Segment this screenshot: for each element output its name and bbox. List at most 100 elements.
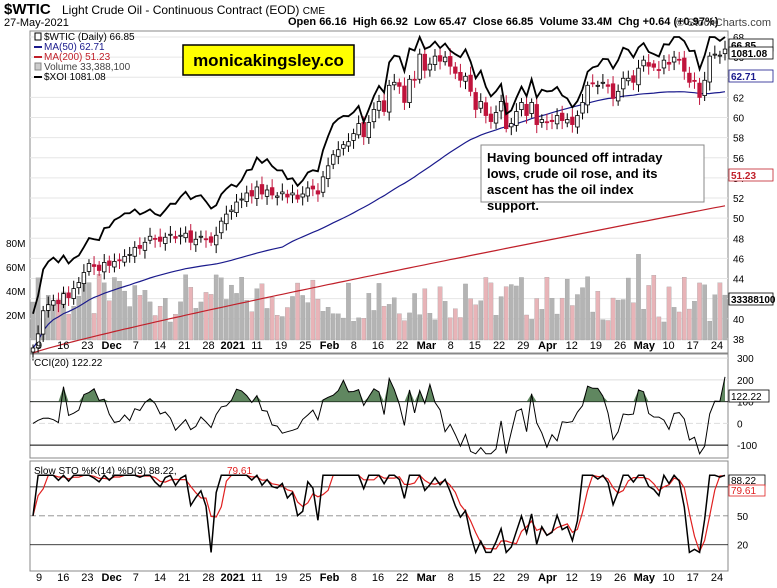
volume-bar — [417, 314, 422, 341]
x-axis-label: 11 — [251, 572, 262, 584]
candle-body — [621, 77, 626, 90]
x-axis-label: 10 — [662, 572, 674, 584]
ohlc-stats: Open 66.16 High 66.92 Low 65.47 Close 66… — [288, 16, 718, 28]
volume-bar — [391, 297, 397, 341]
volume-bar — [234, 293, 239, 341]
candle-body — [300, 193, 305, 198]
price-tag-box — [728, 46, 774, 60]
volume-bar — [244, 300, 249, 341]
x-axis-label: Mar — [417, 572, 437, 584]
cci-tick-label: 100 — [737, 398, 754, 409]
x-axis-label: 28 — [202, 340, 214, 352]
volume-bar — [590, 311, 595, 341]
candle-body — [285, 193, 290, 198]
candle-body — [320, 176, 326, 193]
candle-body — [595, 84, 600, 87]
price-tag-label: 51.23 — [731, 171, 756, 182]
x-axis-label: 22 — [493, 572, 505, 584]
low-value: 65.47 — [439, 16, 467, 28]
candle-body — [641, 59, 646, 67]
volume-bar — [117, 281, 122, 341]
volume-bar — [300, 295, 305, 341]
x-axis-label: 12 — [566, 340, 578, 352]
cci-fill — [33, 376, 725, 402]
x-axis-label: 24 — [711, 340, 723, 352]
x-axis-label: 2021 — [220, 340, 244, 352]
x-axis-label: 19 — [590, 572, 602, 584]
candle-body — [132, 246, 137, 257]
candle-body — [280, 191, 285, 195]
sto-label: Slow STO %K(14) %D(3) 88.22, — [34, 466, 177, 477]
candle-body — [697, 82, 702, 98]
x-axis-label: 22 — [396, 340, 408, 352]
volume-bar — [193, 308, 199, 341]
x-axis-label: Feb — [320, 572, 340, 584]
volume-bar — [427, 313, 433, 341]
exchange-label: CME — [302, 6, 326, 17]
xoi-line — [32, 34, 726, 315]
volume-bar — [213, 274, 219, 341]
volume-bar — [656, 316, 662, 341]
logo-box — [182, 44, 355, 76]
candle-body — [117, 259, 122, 262]
candle-body — [417, 53, 422, 80]
candle-body — [254, 186, 260, 199]
candle-body — [386, 84, 392, 113]
x-axis-label: May — [634, 572, 656, 584]
cci-panel-frame — [29, 353, 729, 459]
candle-body — [473, 92, 478, 110]
volume-bar — [437, 286, 443, 341]
candle-body — [539, 119, 545, 123]
candle-body — [412, 78, 417, 81]
volume-bar — [371, 310, 377, 341]
volume-bar — [254, 288, 260, 341]
close-label: Close — [472, 16, 503, 28]
x-axis-label: 9 — [36, 572, 42, 584]
candle-body — [381, 100, 387, 112]
volume-bar — [381, 306, 387, 341]
x-axis-label: 16 — [57, 340, 69, 352]
x-axis-label: 7 — [133, 340, 139, 352]
volume-bar — [636, 254, 641, 341]
volume-bar — [361, 318, 367, 341]
candle-body — [219, 220, 224, 234]
annotation-line: Having bounced off intraday — [487, 150, 663, 165]
price-tick-label: 46 — [733, 254, 745, 265]
volume-bar — [564, 278, 570, 341]
candle-body — [56, 299, 61, 305]
sto-d-label: 79.61 — [227, 466, 252, 477]
candle-body — [239, 198, 244, 201]
volume-bar — [30, 301, 36, 341]
price-tick-label: 40 — [733, 315, 745, 326]
price-tag-label: 62.71 — [731, 72, 756, 83]
volume-bar — [539, 309, 545, 341]
stockcharts-watermark[interactable]: © StockCharts.com — [676, 17, 771, 29]
price-tick-label: 62 — [733, 93, 745, 104]
volume-bar — [585, 276, 590, 341]
candle-body — [702, 79, 707, 97]
volume-scale-20m: 20M — [6, 311, 26, 322]
candle-body — [356, 123, 361, 136]
price-tag-label: 33388100 — [731, 295, 776, 306]
volume-bar — [722, 294, 728, 341]
volume-bar — [320, 311, 326, 341]
volume-bar — [529, 319, 534, 341]
candle-body — [707, 55, 712, 83]
volume-bar — [66, 313, 71, 341]
volume-bar — [142, 290, 148, 341]
volume-bar — [626, 277, 631, 341]
candle-body — [493, 112, 499, 124]
candle-body — [565, 119, 570, 124]
candle-body — [275, 195, 280, 198]
x-axis-label: 2021 — [220, 572, 244, 584]
candle-body — [427, 63, 433, 71]
candle-body — [234, 201, 239, 214]
volume-bar — [605, 320, 611, 341]
price-tick-label: 56 — [733, 154, 745, 165]
candle-body — [208, 236, 214, 243]
candle-body — [81, 272, 87, 284]
candle-body — [483, 102, 489, 116]
candle-body — [509, 123, 514, 128]
candle-body — [259, 184, 265, 195]
